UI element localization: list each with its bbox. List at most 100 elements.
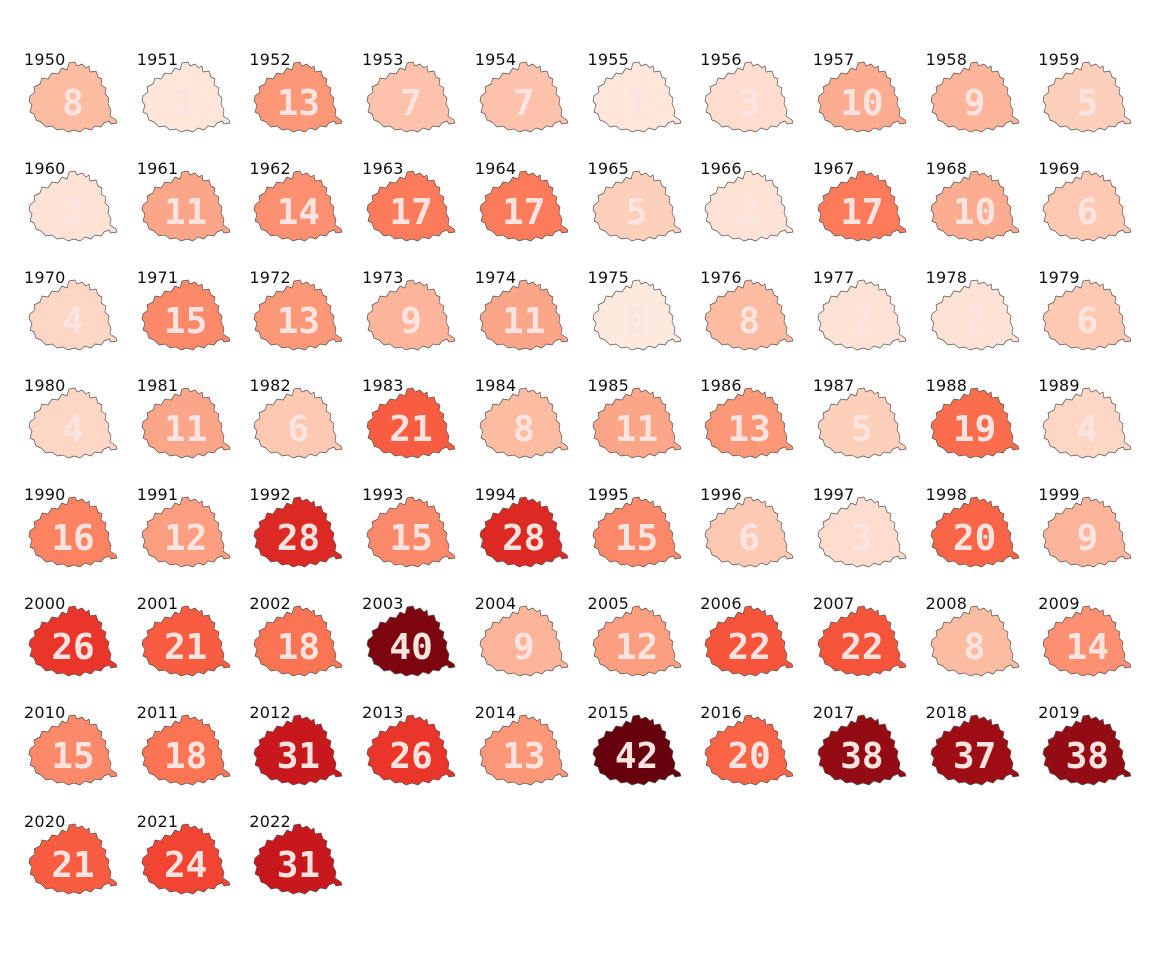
year-cell: 1951 1	[137, 50, 249, 150]
year-cell: 1950 8	[24, 50, 136, 150]
year-cell: 1996 6	[700, 485, 812, 585]
heat-cell-fill	[930, 170, 1019, 242]
value-label: 9	[963, 83, 986, 124]
year-label: 1986	[700, 376, 742, 396]
value-label: 28	[276, 518, 321, 560]
year-cell: 1976 8	[700, 268, 812, 368]
heat-cell-fill	[366, 170, 456, 242]
year-label: 1965	[587, 158, 630, 178]
year-cell: 1963 17	[362, 159, 474, 259]
region-map-shape	[254, 496, 343, 568]
value-label: 9	[512, 627, 535, 668]
heat-cell-fill	[930, 388, 1019, 459]
year-cell: 1952 13	[249, 50, 361, 150]
year-cell: 1984 8	[475, 376, 587, 476]
region-map-shape	[28, 388, 118, 459]
year-label: 1977	[812, 267, 855, 287]
heat-cell-fill	[930, 61, 1019, 133]
year-cell: 1991 12	[137, 485, 249, 585]
value-label: 5	[851, 409, 873, 451]
value-label: 4	[1076, 409, 1099, 451]
region-map-shape	[704, 170, 794, 242]
value-label: 20	[727, 735, 771, 777]
year-cell: 2017 38	[813, 703, 925, 803]
year-cell: 1955 1	[588, 50, 700, 150]
value-label: 7	[400, 83, 422, 124]
value-label: 22	[840, 627, 884, 668]
year-label: 2010	[24, 702, 66, 722]
heat-cell-fill	[28, 279, 118, 350]
region-map-shape	[254, 714, 343, 786]
value-label: 15	[389, 518, 433, 560]
year-label: 2004	[474, 594, 517, 613]
region-map-shape	[1042, 714, 1132, 786]
value-label: 11	[502, 300, 546, 342]
year-label: 1997	[812, 485, 855, 505]
value-label: 20	[952, 518, 997, 560]
year-cell: 2007 22	[813, 594, 925, 694]
value-label: 42	[614, 735, 659, 777]
year-label: 2011	[136, 702, 179, 722]
year-cell: 1969 6	[1038, 159, 1150, 259]
region-map-shape	[366, 170, 456, 242]
year-cell: 1983 21	[362, 376, 474, 476]
year-cell: 1974 11	[475, 268, 587, 368]
year-cell: 2004 9	[475, 594, 587, 694]
value-label: 7	[512, 83, 535, 124]
year-label: 1971	[136, 267, 179, 287]
heat-cell-fill	[254, 605, 343, 677]
region-map-shape	[366, 388, 456, 459]
year-cell: 2015 42	[588, 703, 700, 803]
year-label: 2008	[925, 594, 968, 613]
value-label: 37	[952, 735, 997, 777]
year-cell: 2002 18	[249, 594, 361, 694]
year-cell: 1999 9	[1038, 485, 1150, 585]
region-map-shape	[366, 605, 456, 677]
value-label: 1	[625, 83, 648, 124]
year-cell: 1987 5	[813, 376, 925, 476]
region-map-shape	[28, 823, 118, 894]
heat-cell-fill	[254, 823, 343, 894]
value-label: 13	[502, 735, 546, 777]
value-label: 11	[614, 409, 659, 451]
heat-cell-fill	[1042, 714, 1132, 786]
year-cell: 1961 11	[137, 159, 249, 259]
region-map-shape	[817, 61, 907, 133]
region-map-shape	[1042, 605, 1132, 677]
value-label: 17	[502, 191, 546, 233]
region-map-shape	[592, 61, 681, 133]
region-map-shape	[479, 170, 569, 242]
heat-cell-fill	[592, 279, 681, 350]
region-map-shape	[704, 496, 794, 568]
year-label: 2012	[249, 702, 291, 722]
year-cell: 1986 13	[700, 376, 812, 476]
region-map-shape	[366, 61, 456, 133]
value-label: 18	[164, 735, 208, 777]
region-map-shape	[930, 496, 1019, 568]
value-label: 6	[1076, 191, 1099, 233]
heat-cell-fill	[366, 279, 456, 350]
heat-cell-fill	[1042, 279, 1132, 350]
year-cell: 1975 0	[588, 268, 700, 368]
region-map-shape	[141, 61, 231, 133]
value-label: 9	[1076, 518, 1099, 560]
region-map-shape	[592, 279, 681, 350]
year-label: 1989	[1038, 376, 1080, 396]
year-cell: 1970 4	[24, 268, 136, 368]
region-map-shape	[479, 496, 569, 568]
year-label: 1955	[587, 50, 630, 69]
year-cell: 1954 7	[475, 50, 587, 150]
year-label: 1973	[362, 267, 404, 287]
year-cell: 1956 3	[700, 50, 812, 150]
year-cell: 1979 6	[1038, 268, 1150, 368]
year-cell: 1992 28	[249, 485, 361, 585]
heat-cell-fill	[479, 605, 569, 677]
value-label: 15	[614, 518, 659, 560]
year-cell: 1982 6	[249, 376, 361, 476]
value-label: 31	[276, 735, 321, 777]
value-label: 6	[1076, 300, 1099, 342]
region-map-shape	[479, 279, 569, 350]
year-label: 2006	[700, 594, 742, 613]
heat-cell-fill	[704, 279, 794, 350]
heat-cell-fill	[366, 61, 456, 133]
